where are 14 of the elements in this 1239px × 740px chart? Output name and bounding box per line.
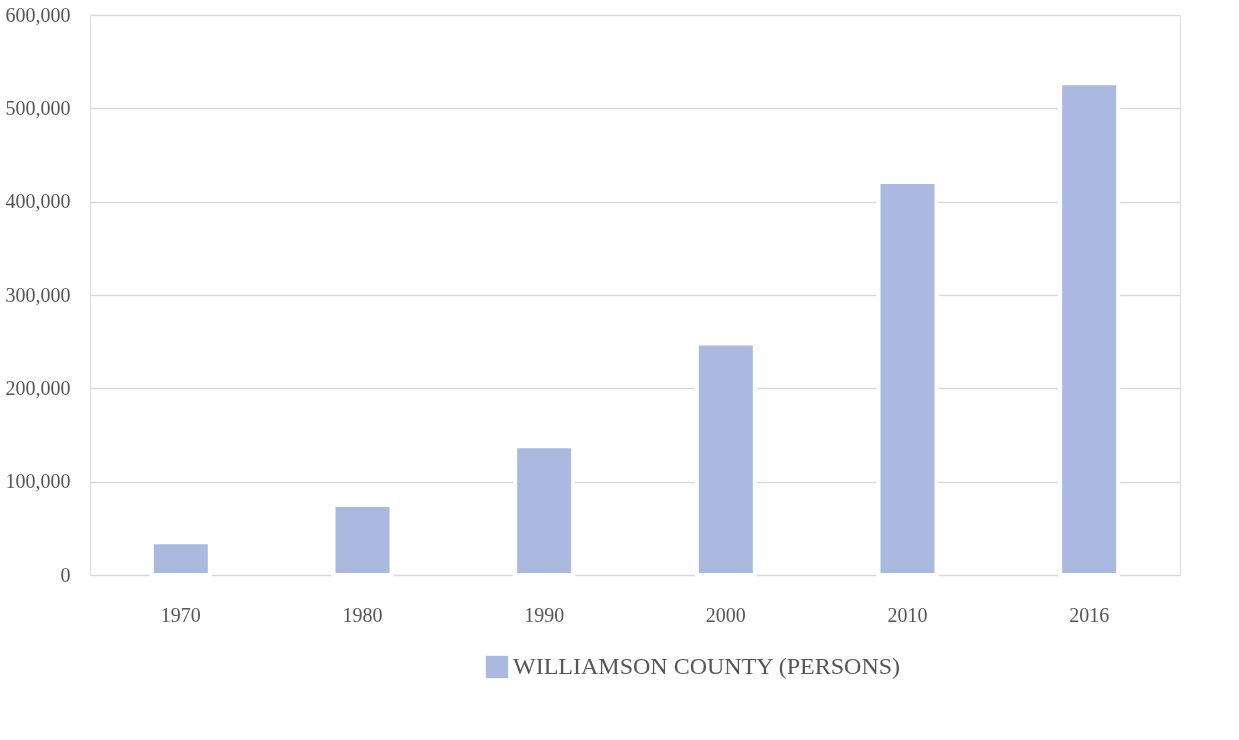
y-tick-label: 0 — [60, 563, 71, 586]
y-tick-label: 200,000 — [5, 376, 71, 399]
legend-label: WILLIAMSON COUNTY (PERSONS) — [513, 653, 901, 679]
y-tick-label: 500,000 — [5, 96, 71, 119]
x-tick-label: 1990 — [524, 603, 565, 626]
x-tick-label: 2016 — [1069, 603, 1110, 626]
x-tick-label: 1980 — [342, 603, 383, 626]
x-tick-label: 2010 — [887, 603, 928, 626]
y-tick-label: 300,000 — [5, 283, 71, 306]
y-tick-label: 400,000 — [5, 190, 71, 213]
y-tick-label: 100,000 — [5, 470, 71, 493]
x-tick-label: 1970 — [160, 603, 201, 626]
x-tick-label: 2000 — [705, 603, 746, 626]
y-tick-label: 600,000 — [5, 3, 71, 26]
